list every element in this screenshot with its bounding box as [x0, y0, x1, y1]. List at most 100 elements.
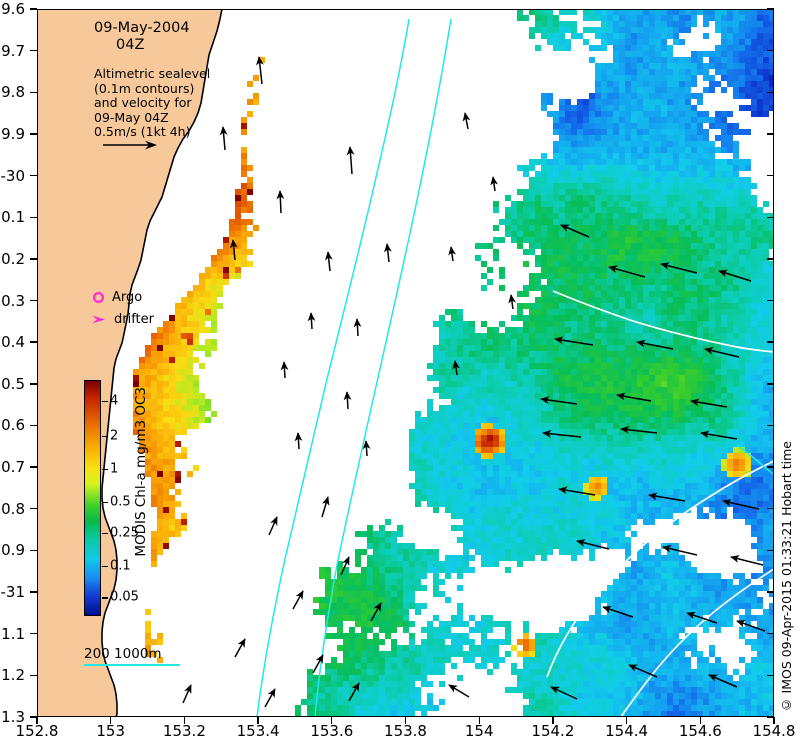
y-axis-tick-label: -29.7	[0, 41, 25, 60]
y-axis-tick-right	[767, 674, 774, 677]
y-axis-tick-right	[767, 633, 774, 635]
x-axis-tick	[36, 717, 38, 724]
y-axis-tick-right	[767, 383, 774, 385]
colorbar-tick	[102, 468, 108, 471]
x-axis-tick	[110, 717, 112, 724]
depth-key-line	[84, 664, 180, 666]
x-axis-tick-label: 153.4	[236, 722, 280, 740]
y-axis-tick-label: -31.1	[0, 624, 25, 643]
copyright-credit: © IMOS 09-Apr-2015 01:33:21 Hobart time	[779, 441, 794, 713]
colorbar: 4 2 1 0.5 0.25 0.1 0.05	[84, 380, 139, 616]
x-axis-tick-label: 153.8	[384, 722, 427, 740]
legend-description: Altimetric sealevel (0.1m contours) and …	[94, 66, 211, 140]
y-axis-tick-label: -30.3	[0, 291, 25, 310]
y-axis-tick-label: -30.5	[0, 374, 25, 393]
argo-circle-icon	[92, 291, 105, 304]
y-axis-tick	[30, 716, 37, 718]
y-axis-tick-label: -30.9	[0, 541, 25, 560]
colorbar-tick-label: 0.05	[110, 589, 139, 605]
y-axis-tick	[30, 549, 37, 552]
x-axis-tick	[183, 717, 186, 724]
y-axis-tick-label: -30.6	[0, 416, 25, 435]
x-axis-tick	[478, 717, 480, 724]
colorbar-tick-label: 0.1	[110, 558, 131, 574]
y-axis-tick-label: -29.9	[0, 124, 25, 143]
colorbar-tick-label: 0.5	[110, 494, 131, 509]
colorbar-tick	[102, 400, 108, 403]
map-plot-area: 09-May-2004 04Z Altimetric sealevel (0.1…	[37, 9, 774, 717]
y-axis-tick-right	[767, 299, 774, 302]
y-axis-tick-label: -31.3	[0, 708, 25, 726]
legend-drifter: drifter	[92, 312, 154, 327]
y-axis-tick	[30, 466, 37, 468]
y-axis-tick-label: -30.1	[0, 208, 25, 227]
y-axis-tick-right	[767, 549, 774, 552]
y-axis-tick-label: -31.2	[0, 666, 25, 685]
x-axis-tick	[552, 717, 554, 724]
title-date-block: 09-May-2004 04Z	[94, 20, 190, 54]
y-axis-tick	[30, 383, 37, 385]
drifter-arrowhead-icon	[92, 315, 105, 324]
x-axis-tick-label: 154.8	[752, 722, 796, 740]
y-axis-tick-right	[767, 258, 774, 260]
x-axis-tick-label: 153.2	[162, 722, 206, 740]
land-mass	[37, 9, 223, 717]
y-axis-tick	[30, 424, 37, 427]
y-axis-tick-right	[767, 591, 774, 593]
colorbar-tick-label: 0.25	[110, 525, 139, 541]
y-axis-tick	[30, 216, 37, 218]
colorbar-tick-label: 1	[110, 461, 119, 477]
y-axis-tick-label: -29.6	[0, 0, 25, 18]
y-axis-tick-label: -30.7	[0, 458, 25, 477]
y-axis-tick-right	[767, 8, 774, 10]
y-axis-tick	[30, 508, 37, 510]
y-axis-tick	[30, 133, 37, 135]
y-axis-tick-label: -30.4	[0, 333, 25, 352]
y-axis-tick-label: -30.2	[0, 249, 25, 268]
x-axis-tick-label: 153	[96, 722, 126, 740]
depth-key-labels: 200 1000m	[84, 646, 162, 662]
y-axis-tick	[30, 91, 37, 93]
x-axis-tick	[404, 717, 407, 724]
colorbar-tick	[102, 533, 108, 535]
x-axis-tick-label: 154.4	[605, 722, 649, 740]
y-axis-tick	[30, 49, 37, 52]
colorbar-gradient: 4 2 1 0.5 0.25 0.1 0.05	[84, 380, 139, 616]
velocity-scale-arrow	[103, 140, 157, 150]
y-axis-tick	[30, 591, 37, 593]
y-axis-tick-right	[767, 49, 774, 52]
x-axis-tick-label: 152.8	[15, 722, 59, 740]
colorbar-tick	[102, 565, 108, 568]
x-axis-tick-label: 154.6	[678, 722, 722, 740]
x-axis-tick	[773, 717, 775, 724]
velocity-vectors	[182, 56, 766, 708]
depth-contour-key: 200 1000m	[84, 646, 180, 666]
x-axis-tick-label: 154	[464, 722, 494, 740]
colorbar-tick	[102, 597, 108, 599]
y-axis-tick-right	[767, 91, 774, 93]
y-axis-tick-right	[767, 341, 774, 343]
argo-label: Argo	[112, 290, 143, 305]
x-axis-tick-label: 153.6	[310, 722, 354, 740]
y-axis-tick-right	[767, 466, 774, 468]
y-axis-tick	[30, 299, 37, 302]
y-axis-tick-label: -30.8	[0, 499, 25, 518]
drifter-label: drifter	[114, 312, 154, 327]
x-axis-tick	[625, 717, 628, 724]
colorbar-tick-label: 4	[110, 393, 119, 409]
x-axis-tick-label: 154.2	[531, 722, 575, 740]
y-axis-tick-right	[767, 508, 774, 510]
y-axis-tick-right	[767, 424, 774, 427]
title-date-value: 09-May-2004	[94, 20, 190, 36]
colorbar-tick	[102, 435, 108, 438]
y-axis-tick-label: -29.8	[0, 83, 25, 102]
colorbar-tick	[102, 501, 108, 503]
y-axis-tick	[30, 174, 37, 177]
y-axis-tick-label: -30	[0, 166, 26, 185]
y-axis-tick	[30, 674, 37, 677]
y-axis-tick-right	[767, 174, 774, 177]
legend-argo: Argo	[92, 290, 142, 305]
x-axis-tick	[699, 717, 701, 724]
y-axis-tick	[30, 633, 37, 635]
